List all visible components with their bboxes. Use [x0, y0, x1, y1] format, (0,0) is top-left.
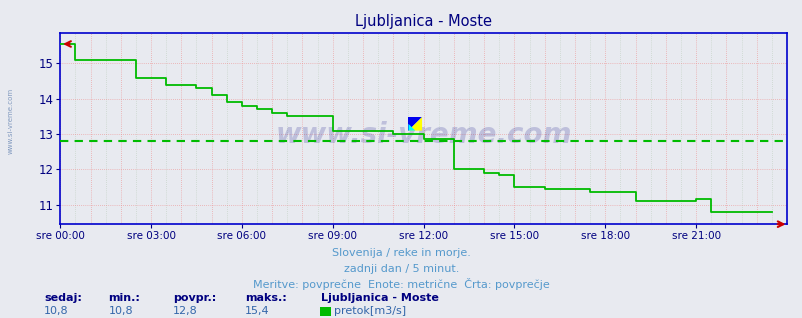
Text: Ljubljanica - Moste: Ljubljanica - Moste: [321, 293, 439, 302]
Text: 12,8: 12,8: [172, 306, 197, 316]
Text: povpr.:: povpr.:: [172, 293, 216, 302]
Polygon shape: [408, 124, 415, 131]
Text: 10,8: 10,8: [108, 306, 133, 316]
Polygon shape: [408, 117, 422, 131]
Text: www.si-vreme.com: www.si-vreme.com: [7, 88, 14, 154]
Text: Meritve: povprečne  Enote: metrične  Črta: povprečje: Meritve: povprečne Enote: metrične Črta:…: [253, 278, 549, 290]
Text: pretok[m3/s]: pretok[m3/s]: [334, 306, 406, 316]
Text: sedaj:: sedaj:: [44, 293, 82, 302]
Text: 10,8: 10,8: [44, 306, 69, 316]
Polygon shape: [408, 117, 422, 131]
Text: www.si-vreme.com: www.si-vreme.com: [275, 121, 571, 149]
Text: min.:: min.:: [108, 293, 140, 302]
Text: Slovenija / reke in morje.: Slovenija / reke in morje.: [332, 248, 470, 258]
Text: zadnji dan / 5 minut.: zadnji dan / 5 minut.: [343, 264, 459, 274]
Text: 15,4: 15,4: [245, 306, 269, 316]
Text: maks.:: maks.:: [245, 293, 286, 302]
Title: Ljubljanica - Moste: Ljubljanica - Moste: [354, 14, 492, 30]
